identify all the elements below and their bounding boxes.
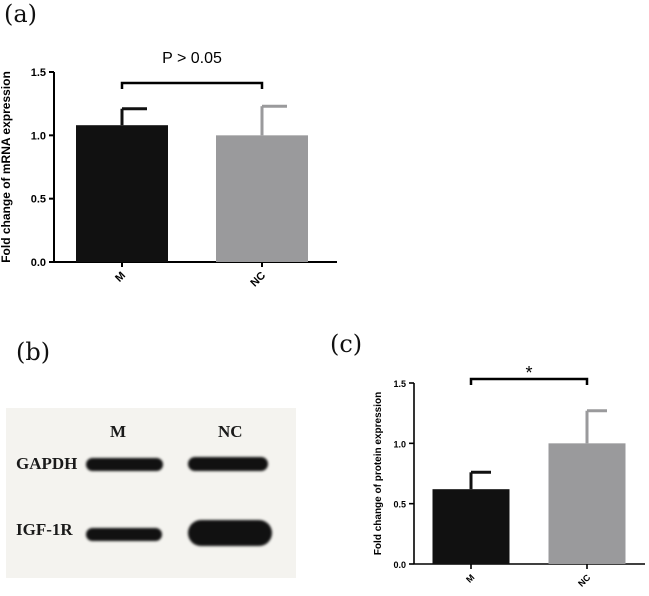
chart-c-y-tick-label: 0.0: [393, 560, 406, 570]
chart-a-bar-m: [76, 125, 168, 262]
chart-a-x-tick-label-nc: NC: [248, 270, 268, 290]
chart-c-significance-annotation: *: [525, 363, 532, 383]
band-gapdh-nc: [188, 457, 268, 471]
chart-c-y-tick-label: 1.5: [393, 379, 406, 389]
chart-c-x-tick-label-m: M: [464, 572, 476, 584]
panel-label-c: (c): [330, 330, 363, 358]
panel-label-b: (b): [16, 338, 51, 366]
chart-a-significance-annotation: P > 0.05: [162, 50, 222, 67]
chart-a-y-tick-label: 0.5: [31, 194, 46, 206]
chart-a-bar-nc: [216, 135, 308, 262]
blot-row-label-igf1r: IGF-1R: [16, 520, 73, 539]
chart-a-y-tick-label: 0.0: [31, 257, 46, 269]
chart-c-x-tick-label-nc: NC: [576, 572, 593, 589]
chart-a-mrna: 0.0 0.5 1.0 1.5 M NC Fold change of mRNA expre…: [0, 50, 337, 290]
panel-label-a: (a): [4, 0, 38, 28]
blot-lane-label-m: M: [110, 422, 127, 441]
chart-c-protein: 0.0 0.5 1.0 1.5 M NC Fold change of protein ex…: [373, 363, 645, 589]
blot-lane-label-nc: NC: [218, 422, 243, 441]
western-blot-image: M NC GAPDH IGF-1R: [6, 408, 296, 578]
chart-a-y-axis-label: Fold change of mRNA expression: [0, 71, 13, 263]
chart-a-significance-bracket: [120, 81, 264, 89]
chart-c-significance-bracket: [469, 377, 589, 385]
chart-c-y-tick-label: 1.0: [393, 439, 406, 449]
chart-c-y-tick-label: 0.5: [393, 500, 406, 510]
chart-c-y-axis-label: Fold change of protein expression: [373, 392, 384, 555]
band-igf1r-m: [86, 528, 162, 541]
chart-c-bar-m: [432, 489, 510, 564]
band-gapdh-m: [86, 458, 163, 471]
band-igf1r-nc: [188, 520, 272, 546]
chart-a-y-tick-label: 1.5: [31, 67, 46, 79]
blot-row-label-gapdh: GAPDH: [16, 454, 78, 473]
chart-c-bar-nc: [548, 443, 626, 564]
chart-a-x-tick-label-m: M: [113, 270, 128, 285]
chart-a-y-tick-label: 1.0: [31, 130, 46, 142]
